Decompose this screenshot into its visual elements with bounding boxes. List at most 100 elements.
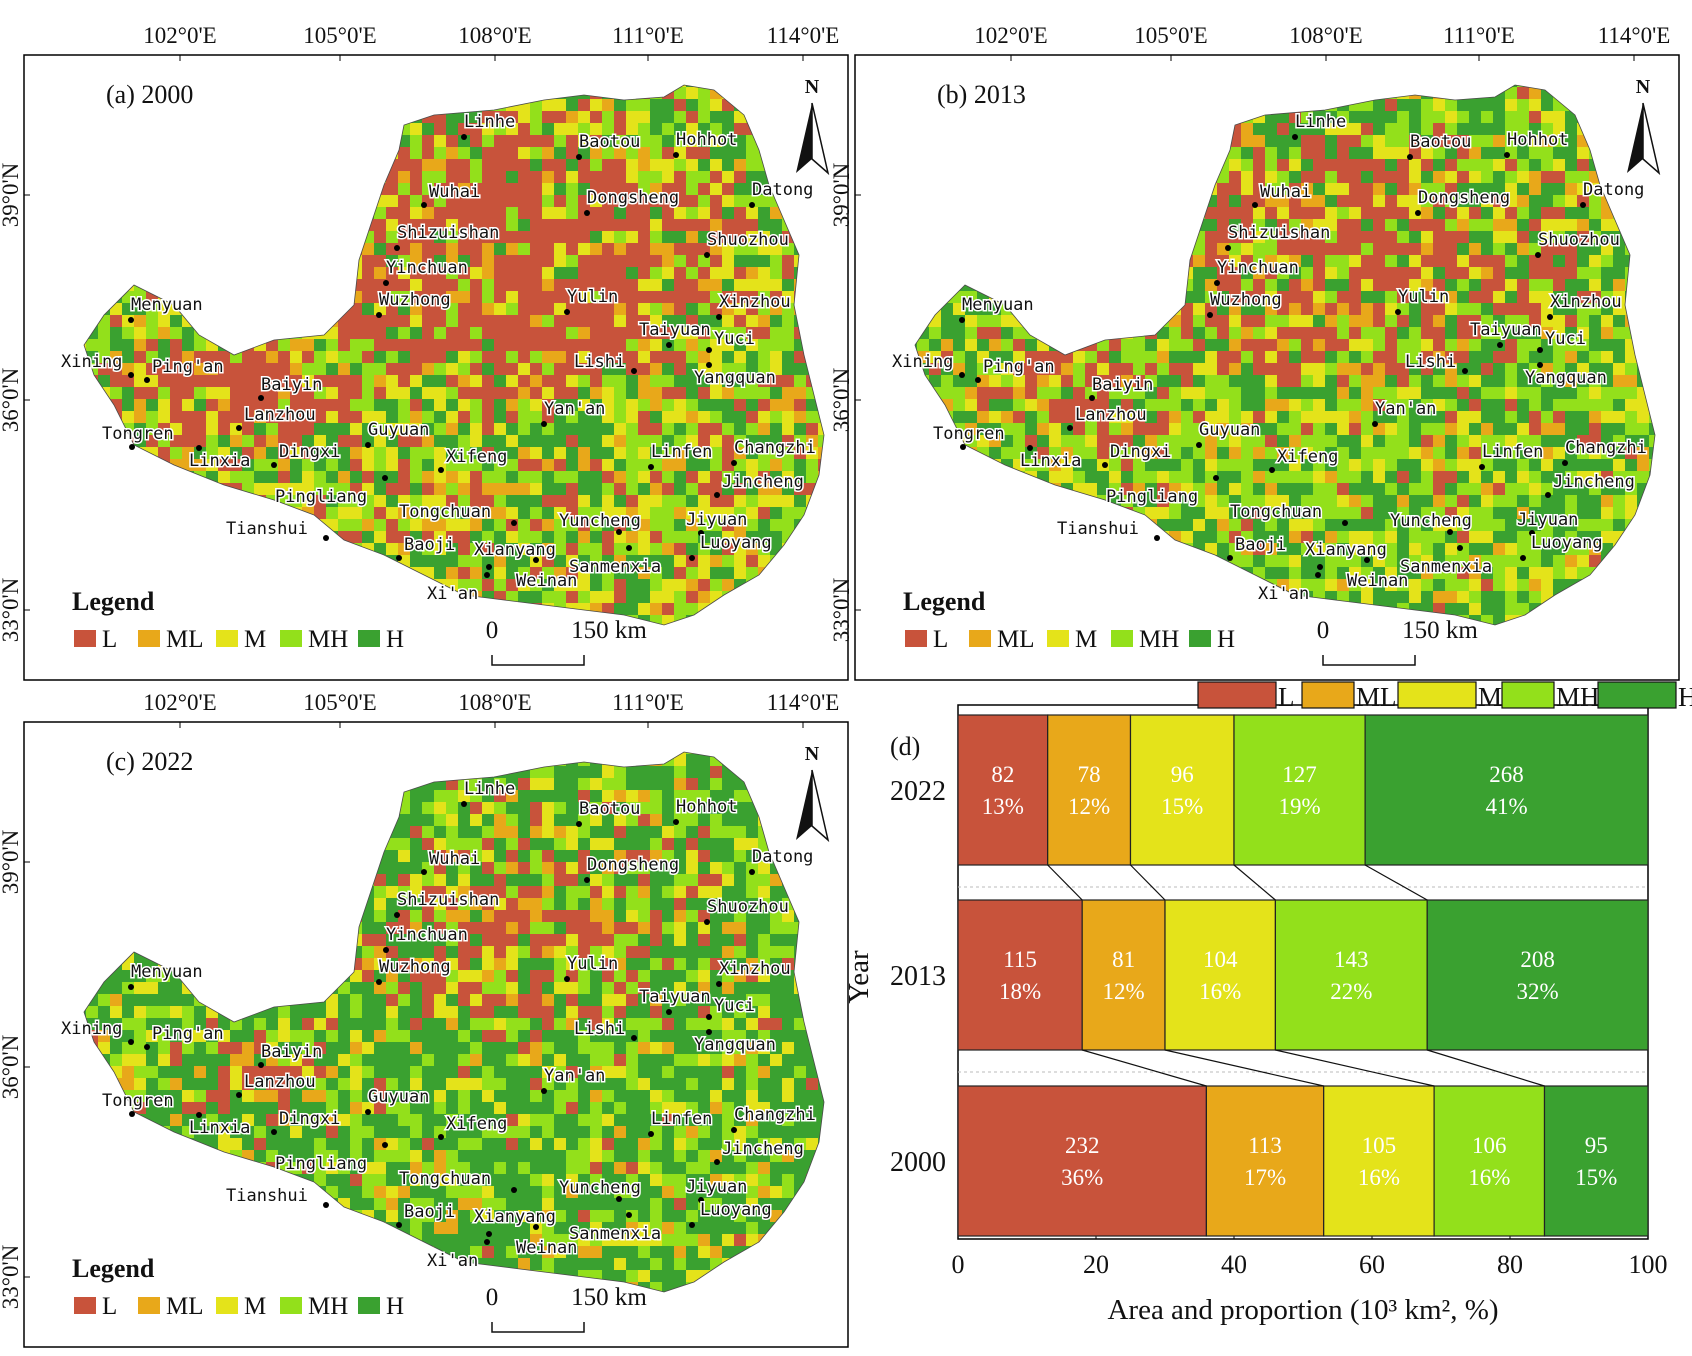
raster-cell-MH xyxy=(590,543,603,556)
raster-cell-L xyxy=(1505,399,1518,412)
raster-cell-M xyxy=(386,459,399,472)
raster-cell-MH xyxy=(806,411,819,424)
raster-cell-M xyxy=(554,303,567,316)
raster-cell-L xyxy=(374,255,387,268)
raster-cell-L xyxy=(326,375,339,388)
raster-cell-L xyxy=(554,387,567,400)
raster-cell-L xyxy=(518,171,531,184)
raster-cell-L xyxy=(530,387,543,400)
raster-cell-L xyxy=(470,243,483,256)
raster-cell-M xyxy=(1313,363,1326,376)
raster-cell-H xyxy=(1577,255,1590,268)
plateau-boundary xyxy=(83,84,825,626)
raster-cell-M xyxy=(1505,183,1518,196)
raster-cell-H xyxy=(506,447,519,460)
raster-cell-M xyxy=(518,147,531,160)
raster-cell-H xyxy=(1313,387,1326,400)
raster-cell-H xyxy=(1301,255,1314,268)
raster-cell-H xyxy=(398,447,411,460)
raster-cell-ML xyxy=(290,339,303,352)
raster-cell-MH xyxy=(686,183,699,196)
raster-cell-L xyxy=(362,471,375,484)
raster-cell-L xyxy=(614,339,627,352)
raster-cell-H xyxy=(746,351,759,364)
raster-cell-M xyxy=(782,471,795,484)
raster-cell-L xyxy=(470,207,483,220)
raster-cell-L xyxy=(614,267,627,280)
raster-cell-M xyxy=(410,315,423,328)
raster-cell-H xyxy=(710,543,723,556)
raster-cell-H xyxy=(422,459,435,472)
raster-cell-M xyxy=(530,447,543,460)
raster-cell-L xyxy=(722,183,735,196)
raster-cell-MH xyxy=(1217,375,1230,388)
raster-cell-MH xyxy=(698,195,711,208)
raster-cell-ML xyxy=(1373,363,1386,376)
raster-cell-H xyxy=(1457,291,1470,304)
raster-cell-MH xyxy=(326,339,339,352)
raster-cell-L xyxy=(386,519,399,532)
raster-cell-M xyxy=(434,471,447,484)
raster-cell-MH xyxy=(530,507,543,520)
raster-cell-MH xyxy=(746,423,759,436)
raster-cell-ML xyxy=(1421,279,1434,292)
raster-cell-M xyxy=(1397,147,1410,160)
raster-cell-H xyxy=(1505,267,1518,280)
raster-cell-MH xyxy=(650,147,663,160)
raster-cell-MH xyxy=(542,195,555,208)
city-label: Luoyang xyxy=(700,533,772,553)
raster-cell-L xyxy=(146,363,159,376)
raster-cell-H xyxy=(734,255,747,268)
raster-cell-L xyxy=(638,363,651,376)
raster-cell-M xyxy=(398,267,411,280)
raster-cell-M xyxy=(1229,315,1242,328)
raster-cell-L xyxy=(746,555,759,568)
raster-cell-ML xyxy=(338,363,351,376)
raster-cell-L xyxy=(674,543,687,556)
raster-cell-H xyxy=(134,423,147,436)
raster-cell-L xyxy=(566,567,579,580)
raster-cell-L xyxy=(578,231,591,244)
raster-cell-L xyxy=(1349,219,1362,232)
raster-cell-L xyxy=(1529,111,1542,124)
raster-cell-L xyxy=(1241,339,1254,352)
raster-cell-ML xyxy=(458,183,471,196)
raster-cell-L xyxy=(566,339,579,352)
raster-cell-M xyxy=(1313,219,1326,232)
raster-cell-L xyxy=(278,351,291,364)
raster-cell-MH xyxy=(398,327,411,340)
raster-cell-H xyxy=(746,171,759,184)
raster-cell-MH xyxy=(494,519,507,532)
raster-cell-H xyxy=(1061,387,1074,400)
raster-cell-MH xyxy=(1073,363,1086,376)
raster-cell-ML xyxy=(206,363,219,376)
raster-cell-ML xyxy=(458,375,471,388)
raster-cell-M xyxy=(1421,147,1434,160)
raster-cell-L xyxy=(1313,327,1326,340)
raster-cell-MH xyxy=(434,147,447,160)
raster-cell-MH xyxy=(578,375,591,388)
raster-cell-MH xyxy=(314,471,327,484)
raster-cell-MH xyxy=(1169,327,1182,340)
raster-cell-MH xyxy=(1553,135,1566,148)
raster-cell-H xyxy=(1325,279,1338,292)
raster-cell-M xyxy=(410,279,423,292)
raster-cell-ML xyxy=(518,483,531,496)
raster-cell-ML xyxy=(590,243,603,256)
raster-cell-M xyxy=(1445,171,1458,184)
raster-cell-M xyxy=(734,351,747,364)
raster-cell-MH xyxy=(1601,387,1614,400)
raster-cell-H xyxy=(566,159,579,172)
raster-cell-M xyxy=(386,387,399,400)
raster-cell-H xyxy=(1493,399,1506,412)
raster-cell-L xyxy=(578,279,591,292)
raster-cell-M xyxy=(362,483,375,496)
city-label: Weinan xyxy=(516,571,577,591)
raster-cell-ML xyxy=(266,351,279,364)
raster-cell-L xyxy=(1397,183,1410,196)
raster-cell-ML xyxy=(698,279,711,292)
raster-cell-M xyxy=(650,159,663,172)
raster-cell-ML xyxy=(446,243,459,256)
raster-cell-M xyxy=(758,279,771,292)
city-label: Lishi xyxy=(574,352,625,372)
